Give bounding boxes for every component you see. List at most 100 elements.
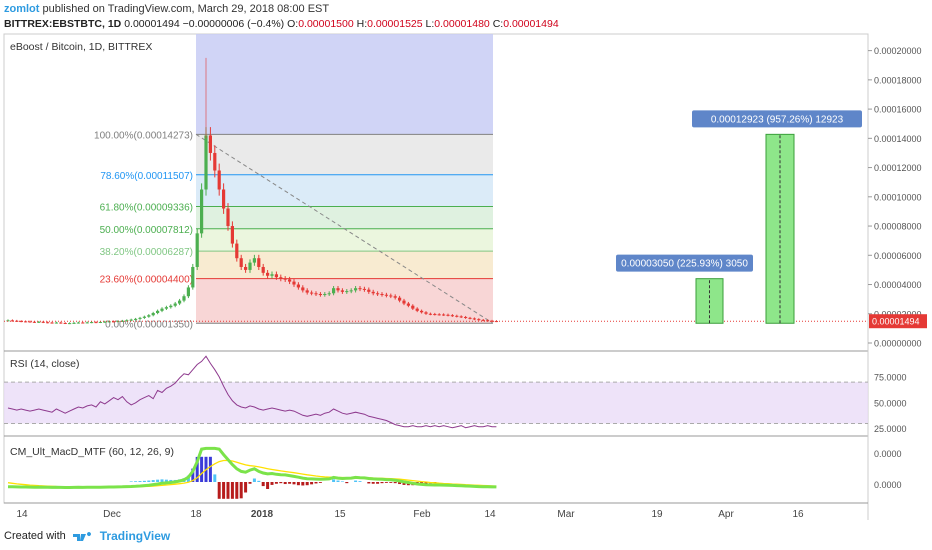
candle-body (292, 281, 296, 285)
macd-histogram-bar (195, 456, 199, 482)
candle-body (68, 323, 72, 325)
candle-body (398, 297, 402, 301)
rsi-y-label: 50.0000 (874, 398, 907, 408)
x-tick-label: 14 (484, 509, 496, 520)
macd-histogram-bar (200, 456, 204, 482)
macd-histogram-bar (296, 482, 300, 486)
candle-body (305, 290, 309, 293)
macd-histogram-bar (217, 482, 221, 499)
candle-body (112, 321, 116, 323)
macd-histogram-bar (367, 482, 371, 484)
candle-body (437, 314, 441, 316)
candle-body (173, 303, 177, 306)
y-tick-label: 0.00008000 (874, 222, 922, 232)
macd-histogram-bar (279, 482, 283, 484)
fib-zone (196, 134, 493, 175)
x-tick-label: Apr (718, 509, 734, 520)
candle-body (446, 314, 450, 316)
author-link[interactable]: zomlot (4, 3, 40, 15)
rsi-y-label: 75.0000 (874, 372, 907, 382)
candle-body (310, 292, 314, 294)
symbol-label: BITTREX:EBSTBTC, 1D (4, 18, 122, 30)
candle-body (411, 305, 415, 309)
macd-histogram-bar (191, 468, 195, 482)
candle-body (164, 307, 168, 309)
target-label: 0.00003050 (225.93%) 3050 (621, 259, 748, 270)
macd-histogram-bar (318, 482, 322, 483)
low-label: L: (425, 18, 435, 30)
fib-zone (196, 278, 493, 324)
candle-body (125, 320, 129, 322)
ohlc-line: BITTREX:EBSTBTC, 1D 0.00001494 −0.000000… (4, 18, 559, 30)
target-label: 0.00012923 (957.26%) 12923 (711, 114, 844, 125)
macd-line (7, 446, 497, 489)
macd-histogram-bar (371, 482, 375, 484)
candle-body (76, 322, 80, 324)
candle-body (142, 316, 146, 318)
x-tick-label: 18 (190, 509, 202, 520)
macd-histogram-bar (288, 482, 292, 484)
candle-body (340, 290, 344, 292)
macd-histogram-bar (336, 480, 340, 482)
x-tick-label: 15 (334, 509, 346, 520)
footer: Created with TradingView (4, 529, 170, 543)
fib-level-label: 100.00%(0.00014273) (94, 130, 193, 141)
candle-body (455, 315, 459, 317)
y-tick-label: 0.00006000 (874, 251, 922, 261)
fib-level-label: 50.00%(0.00007812) (100, 225, 193, 236)
candle-body (160, 308, 164, 311)
macd-histogram-bar (340, 481, 344, 482)
open-label: O: (287, 18, 299, 30)
candle-body (107, 321, 111, 323)
candle-body (54, 322, 58, 324)
candle-body (393, 296, 397, 298)
publish-info: published on TradingView.com, March 29, … (39, 3, 330, 15)
main-pane-title: eBoost / Bitcoin, 1D, BITTREX (10, 41, 152, 53)
candle-body (367, 289, 371, 292)
candle-body (191, 266, 195, 288)
candle-body (283, 278, 287, 280)
macd-histogram-bar (244, 482, 248, 493)
last-price-label: 0.00001494 (872, 317, 920, 327)
candle-body (217, 170, 221, 190)
macd-histogram-bar (226, 482, 230, 499)
macd-histogram-bar (252, 478, 256, 482)
macd-histogram-bar (305, 482, 309, 486)
y-tick-label: 0.00000000 (874, 339, 922, 349)
candle-body (428, 313, 432, 315)
candle-body (63, 322, 67, 324)
x-tick-label: Dec (103, 509, 121, 520)
candle-body (266, 272, 270, 276)
candle-body (257, 258, 261, 267)
close-value: 0.00001494 (503, 18, 559, 30)
macd-histogram-bar (138, 481, 142, 482)
candle-body (248, 262, 252, 270)
tradingview-brand[interactable]: TradingView (99, 529, 171, 543)
price-change: −0.00000006 (−0.4%) (182, 18, 285, 30)
macd-histogram-bar (134, 481, 138, 482)
candle-body (46, 322, 50, 324)
candle-body (200, 189, 204, 234)
macd-histogram-bar (235, 482, 239, 499)
macd-histogram-bar (147, 480, 151, 482)
x-tick-label: 16 (792, 509, 804, 520)
candle-body (213, 152, 217, 171)
candle-body (222, 189, 226, 209)
macd-histogram-bar (393, 482, 397, 484)
candle-body (389, 295, 393, 297)
macd-histogram-bar (424, 482, 428, 485)
macd-histogram-bar (376, 482, 380, 484)
candle-body (371, 291, 375, 294)
candle-body (402, 300, 406, 304)
macd-histogram-bar (301, 482, 305, 486)
candle-body (235, 243, 239, 259)
candle-body (147, 315, 151, 317)
candle-body (424, 312, 428, 314)
macd-histogram-bar (261, 482, 265, 487)
macd-histogram-bar (266, 482, 270, 489)
publish-line: zomlot published on TradingView.com, Mar… (4, 3, 329, 15)
y-tick-label: 0.00004000 (874, 280, 922, 290)
high-label: H: (356, 18, 368, 30)
candle-body (50, 322, 54, 324)
